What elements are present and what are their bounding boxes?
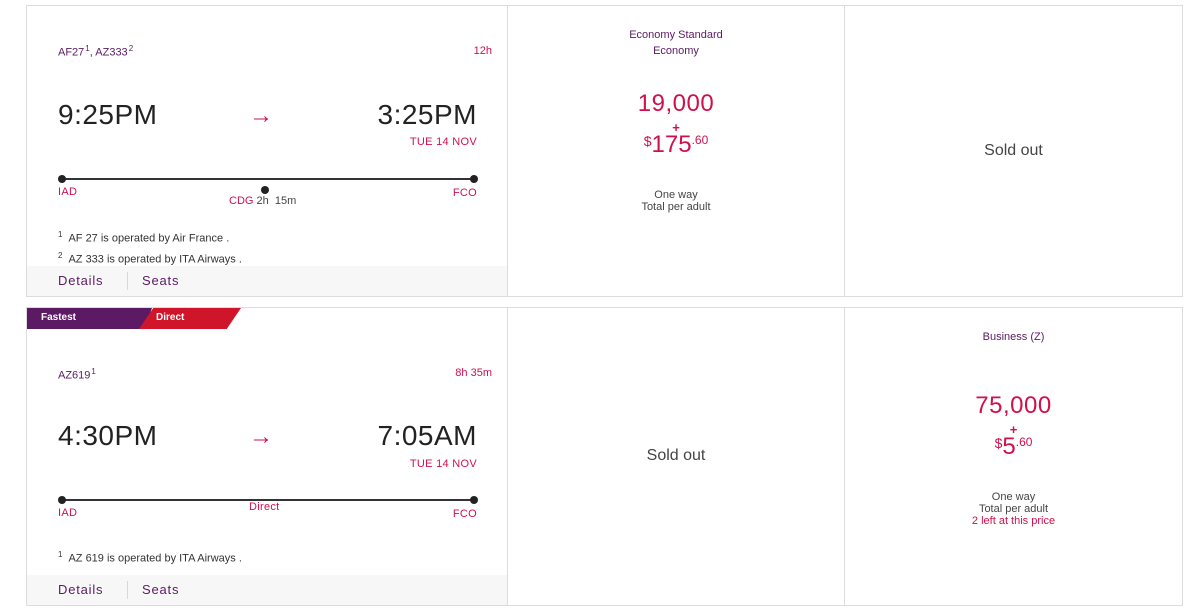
operator-note: 1 AF 27 is operated by Air France . <box>58 230 229 245</box>
flight-duration: 12h <box>473 45 492 57</box>
route-line <box>62 178 474 180</box>
sold-out-label: Sold out <box>646 447 706 464</box>
destination-airport: FCO <box>452 508 477 520</box>
fare-family: Economy Standard <box>629 29 723 41</box>
cash-whole: 5 <box>1002 433 1016 460</box>
cash-cents: .60 <box>1015 435 1033 449</box>
trip-type: One way <box>654 189 698 201</box>
arrow-right-icon: → <box>249 423 273 450</box>
cabin-class: Business (Z) <box>845 329 1182 345</box>
destination-dot-icon <box>470 175 478 183</box>
footer-divider <box>127 581 128 599</box>
cash-cents: .60 <box>691 133 709 147</box>
fastest-badge-label: Fastest <box>41 312 77 323</box>
seats-link[interactable]: Seats <box>142 273 180 288</box>
origin-dot-icon <box>58 496 66 504</box>
nonstop-label: Direct <box>249 501 280 513</box>
footer-divider <box>127 272 128 290</box>
price-basis: Total per adult <box>978 503 1049 515</box>
fare-info: One way Total per adult <box>508 189 844 213</box>
flight-numbers: AZ6191 <box>58 367 96 382</box>
flight-number-separator: , <box>89 46 93 59</box>
arrival-time: 7:05AM <box>377 420 477 451</box>
details-link[interactable]: Details <box>58 273 104 288</box>
flight-number: AZ333 <box>95 46 128 59</box>
destination-dot-icon <box>470 496 478 504</box>
footnote-ref: 1 <box>91 367 96 376</box>
flight-details-panel: Fastest Direct AZ6191 8h 35m 4:30PM → 7:… <box>27 308 508 605</box>
points-price: 75,000 <box>975 392 1052 419</box>
operator-note-text: AZ 333 is operated by ITA Airways . <box>68 253 242 266</box>
route-line <box>62 499 474 501</box>
fare-option-business: Sold out <box>845 6 1182 296</box>
points-price: 19,000 <box>637 90 715 117</box>
currency-symbol: $ <box>994 435 1003 451</box>
flight-numbers: AF271, AZ3332 <box>58 44 133 59</box>
fare-option-economy[interactable]: Economy Standard Economy 19,000 + $175.6… <box>508 6 845 296</box>
cabin-class: Economy Standard Economy <box>508 27 844 59</box>
flight-number: AZ619 <box>58 369 91 382</box>
flight-result-card: AF271, AZ3332 12h 9:25PM → 3:25PM TUE 14… <box>26 5 1183 297</box>
fastest-badge: Fastest <box>27 308 152 329</box>
operator-note: 1 AZ 619 is operated by ITA Airways . <box>58 550 242 565</box>
fare-option-business[interactable]: Business (Z) 75,000 + $5.60 One way Tota… <box>845 308 1182 605</box>
layover-hours: 2h <box>256 195 269 207</box>
flight-details-panel: AF271, AZ3332 12h 9:25PM → 3:25PM TUE 14… <box>27 6 508 296</box>
flight-duration: 8h 35m <box>455 367 492 379</box>
fare-info: One way Total per adult 2 left at this p… <box>845 491 1182 527</box>
direct-badge-label: Direct <box>156 312 185 323</box>
departure-time: 9:25PM <box>58 99 158 130</box>
operator-note: 2 AZ 333 is operated by ITA Airways . <box>58 251 242 266</box>
operator-note-text: AF 27 is operated by Air France . <box>68 232 230 245</box>
cabin-name: Business (Z) <box>982 331 1045 343</box>
flight-result-card: Fastest Direct AZ6191 8h 35m 4:30PM → 7:… <box>26 307 1183 606</box>
footnote-ref: 1 <box>85 44 90 53</box>
arrival-time: 3:25PM <box>377 99 477 130</box>
stop-info: CDG 2h 15m <box>229 195 296 207</box>
cash-whole: 175 <box>651 131 692 158</box>
arrow-right-icon: → <box>249 102 273 129</box>
seats-remaining: 2 left at this price <box>971 515 1056 527</box>
flight-card-footer: Details Seats <box>27 575 507 605</box>
seats-link[interactable]: Seats <box>142 582 180 597</box>
plus-sign: + <box>672 120 680 135</box>
price-basis: Total per adult <box>641 201 711 213</box>
footnote-ref: 1 <box>58 550 63 559</box>
origin-dot-icon <box>58 175 66 183</box>
trip-type: One way <box>991 491 1036 503</box>
layover-minutes: 15m <box>274 195 297 207</box>
footnote-ref: 1 <box>58 230 63 239</box>
cabin-name: Economy <box>653 45 699 57</box>
arrival-date: TUE 14 NOV <box>409 136 477 148</box>
flight-number: AF27 <box>58 46 85 59</box>
destination-airport: FCO <box>452 187 477 199</box>
direct-badge: Direct <box>139 308 241 329</box>
footnote-ref: 2 <box>58 251 63 260</box>
origin-airport: IAD <box>58 507 78 519</box>
currency-symbol: $ <box>643 133 652 149</box>
fare-option-economy: Sold out <box>508 308 845 605</box>
flight-card-footer: Details Seats <box>27 266 507 296</box>
stop-airport: CDG <box>229 195 254 207</box>
departure-time: 4:30PM <box>58 420 158 451</box>
sold-out-label: Sold out <box>984 142 1043 159</box>
plus-sign: + <box>1009 422 1018 437</box>
operator-note-text: AZ 619 is operated by ITA Airways . <box>68 552 242 565</box>
details-link[interactable]: Details <box>58 582 104 597</box>
footnote-ref: 2 <box>128 44 134 53</box>
cash-price: $5.60 <box>845 433 1182 461</box>
cash-price: $175.60 <box>508 131 844 159</box>
origin-airport: IAD <box>58 186 78 198</box>
arrival-date: TUE 14 NOV <box>409 458 477 470</box>
stop-dot-icon <box>261 186 269 194</box>
